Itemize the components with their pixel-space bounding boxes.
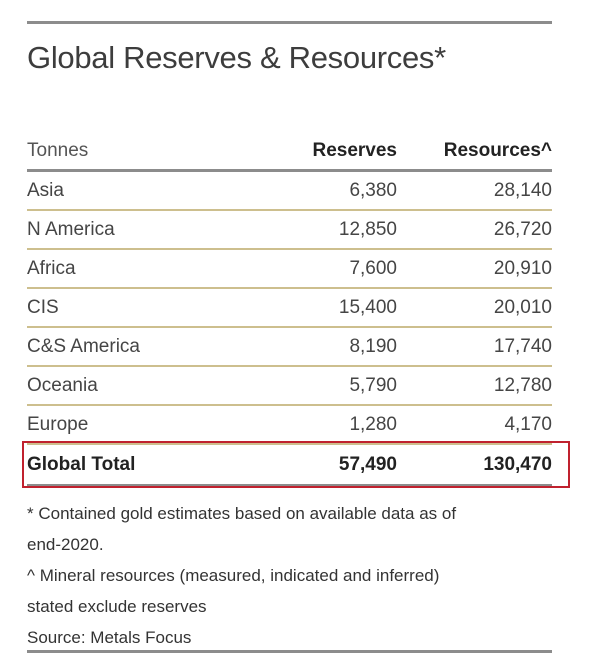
table-row: C&S America 8,190 17,740 bbox=[27, 327, 552, 366]
resources-cell: 4,170 bbox=[504, 413, 552, 435]
total-highlight-box bbox=[22, 441, 570, 488]
region-cell: Africa bbox=[27, 257, 76, 279]
footnote-star-line-2: end-2020. bbox=[27, 535, 104, 554]
table-row: Oceania 5,790 12,780 bbox=[27, 366, 552, 405]
total-resources: 130,470 bbox=[483, 453, 552, 475]
region-cell: Asia bbox=[27, 179, 64, 201]
header-tonnes: Tonnes bbox=[27, 139, 89, 161]
footnote-caret-line-1: ^ Mineral resources (measured, indicated… bbox=[27, 566, 440, 585]
footnotes: * Contained gold estimates based on avai… bbox=[27, 498, 552, 653]
resources-cell: 20,010 bbox=[493, 296, 552, 318]
table-row: N America 12,850 26,720 bbox=[27, 210, 552, 249]
footnote-star-line-1: * Contained gold estimates based on avai… bbox=[27, 504, 457, 523]
top-rule bbox=[27, 21, 552, 24]
table-header-row: Tonnes Reserves Resources^ bbox=[27, 132, 552, 171]
reserves-cell: 8,190 bbox=[349, 335, 397, 357]
reserves-table: Tonnes Reserves Resources^ Asia 6,380 28… bbox=[27, 132, 552, 487]
reserves-cell: 7,600 bbox=[349, 257, 397, 279]
footnote-caret-line-2: stated exclude reserves bbox=[27, 597, 207, 616]
region-cell: N America bbox=[27, 218, 115, 240]
source-note: Source: Metals Focus bbox=[27, 628, 192, 647]
resources-cell: 26,720 bbox=[493, 218, 552, 240]
reserves-cell: 15,400 bbox=[338, 296, 397, 318]
total-row: Global Total 57,490 130,470 bbox=[27, 444, 552, 486]
region-cell: Europe bbox=[27, 413, 89, 435]
region-cell: Oceania bbox=[27, 374, 98, 396]
region-cell: CIS bbox=[27, 296, 59, 318]
bottom-rule bbox=[27, 650, 552, 653]
page-title: Global Reserves & Resources* bbox=[27, 40, 446, 75]
resources-cell: 12,780 bbox=[493, 374, 552, 396]
resources-cell: 20,910 bbox=[493, 257, 552, 279]
table-row: Europe 1,280 4,170 bbox=[27, 405, 552, 444]
reserves-cell: 6,380 bbox=[349, 179, 397, 201]
region-cell: C&S America bbox=[27, 335, 140, 357]
total-label: Global Total bbox=[27, 453, 136, 475]
reserves-cell: 12,850 bbox=[338, 218, 397, 240]
table-row: Africa 7,600 20,910 bbox=[27, 249, 552, 288]
header-resources: Resources^ bbox=[443, 139, 552, 161]
resources-cell: 17,740 bbox=[493, 335, 552, 357]
reserves-cell: 1,280 bbox=[349, 413, 397, 435]
header-reserves: Reserves bbox=[312, 139, 397, 161]
total-reserves: 57,490 bbox=[338, 453, 397, 475]
table-row: Asia 6,380 28,140 bbox=[27, 171, 552, 210]
reserves-cell: 5,790 bbox=[349, 374, 397, 396]
resources-cell: 28,140 bbox=[493, 179, 552, 201]
table-row: CIS 15,400 20,010 bbox=[27, 288, 552, 327]
